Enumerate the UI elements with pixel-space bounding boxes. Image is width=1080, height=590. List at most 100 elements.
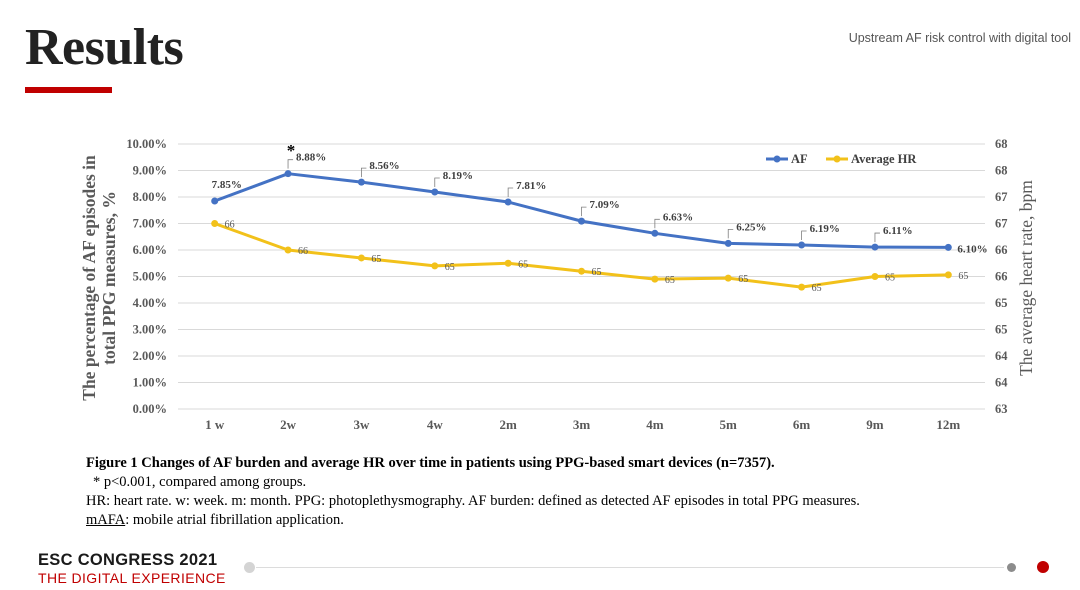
- abbreviations: HR: heart rate. w: week. m: month. PPG: …: [86, 493, 860, 509]
- right-tick-label: 67: [995, 217, 1008, 231]
- left-tick-label: 7.00%: [133, 217, 167, 231]
- hr-data-label: 65: [958, 271, 968, 282]
- left-axis-title-line2: total PPG measures, %: [99, 191, 119, 365]
- right-tick-label: 66: [995, 270, 1008, 284]
- af-label-leader: [434, 177, 440, 187]
- mafa-definition: mAFA: mobile atrial fibrillation applica…: [86, 511, 1046, 530]
- left-tick-label: 9.00%: [133, 164, 167, 178]
- significance-note: * p<0.001, compared among groups.: [93, 474, 307, 490]
- x-tick-label: 2m: [499, 417, 517, 432]
- x-tick-label: 4m: [646, 417, 664, 432]
- af-data-point: [724, 239, 732, 247]
- af-data-label: 8.19%: [443, 170, 473, 182]
- af-data-point: [431, 188, 439, 196]
- x-tick-label: 4w: [427, 417, 444, 432]
- right-tick-label: 66: [995, 243, 1008, 257]
- right-tick-label: 63: [995, 402, 1008, 416]
- hr-data-label: 65: [445, 262, 455, 273]
- hr-data-point: [798, 283, 806, 291]
- hr-data-point: [284, 246, 292, 254]
- af-data-label: 8.88%: [296, 152, 326, 164]
- right-tick-label: 64: [995, 376, 1008, 390]
- left-axis-title-line1: The percentage of AF episodes in: [79, 155, 99, 401]
- progress-dot-start: [244, 562, 255, 573]
- title-underline: [25, 87, 112, 93]
- left-tick-label: 4.00%: [133, 296, 167, 310]
- left-tick-label: 3.00%: [133, 323, 167, 337]
- af-data-point: [578, 217, 585, 225]
- hr-data-label: 65: [665, 275, 675, 286]
- hr-data-label: 66: [298, 246, 308, 257]
- left-tick-label: 1.00%: [133, 376, 167, 390]
- x-tick-label: 6m: [793, 417, 811, 432]
- af-data-label: 7.81%: [516, 180, 546, 192]
- left-tick-label: 10.00%: [126, 137, 167, 151]
- af-data-label: 6.25%: [736, 221, 766, 233]
- af-data-label: 6.11%: [883, 225, 913, 237]
- left-tick-label: 8.00%: [133, 190, 167, 204]
- hr-data-label: 65: [592, 267, 602, 278]
- hr-data-point: [944, 271, 952, 279]
- hr-data-label: 65: [738, 274, 748, 285]
- congress-logo: ESC CONGRESS 2021 THE DIGITAL EXPERIENCE: [38, 551, 226, 586]
- af-data-point: [944, 243, 952, 251]
- af-data-point: [504, 198, 512, 206]
- hr-data-label: 66: [225, 220, 235, 231]
- af-hr-line-chart: 0.00% 1.00% 2.00% 3.00% 4.00% 5.00% 6.00% 7.00%…: [79, 137, 1036, 432]
- progress-dot-mid: [1007, 563, 1016, 572]
- x-tick-label: 5m: [720, 417, 738, 432]
- progress-dot-current: [1037, 561, 1049, 573]
- af-label-leader: [727, 228, 734, 239]
- header-note: Upstream AF risk control with digital to…: [848, 31, 1071, 45]
- af-data-point: [284, 170, 292, 178]
- mafa-description: : mobile atrial fibrillation application…: [125, 512, 344, 528]
- hr-data-point: [431, 262, 439, 270]
- right-tick-label: 65: [995, 296, 1008, 310]
- left-tick-label: 0.00%: [133, 402, 167, 416]
- af-label-leader: [654, 218, 660, 229]
- af-label-leader: [801, 230, 807, 240]
- hr-data-point: [504, 259, 512, 267]
- af-label-leader: [874, 232, 880, 243]
- right-tick-label: 64: [995, 349, 1008, 363]
- slide-title: Results: [25, 19, 184, 76]
- hr-data-label: 65: [812, 283, 822, 294]
- left-tick-label: 5.00%: [133, 270, 167, 284]
- af-data-label: 8.56%: [369, 160, 399, 172]
- hr-data-label: 65: [518, 259, 528, 270]
- left-tick-label: 6.00%: [133, 243, 167, 257]
- hr-data-point: [651, 275, 659, 283]
- af-label-leader: [507, 187, 514, 198]
- af-label-leader: [287, 159, 294, 169]
- x-tick-label: 1 w: [205, 417, 225, 432]
- af-data-point: [357, 178, 365, 186]
- figure-title: Figure 1 Changes of AF burden and averag…: [86, 455, 775, 471]
- right-tick-label: 68: [995, 164, 1008, 178]
- right-tick-label: 65: [995, 323, 1008, 337]
- mafa-term: mAFA: [86, 512, 126, 528]
- x-tick-label: 9m: [866, 417, 884, 432]
- legend-af-marker: [773, 155, 781, 163]
- hr-data-point: [357, 254, 365, 262]
- x-tick-label: 12m: [936, 417, 960, 432]
- right-axis-title: The average heart rate, bpm: [1016, 180, 1036, 376]
- x-tick-label: 3m: [573, 417, 591, 432]
- legend-hr-label: Average HR: [851, 152, 917, 166]
- legend-af-label: AF: [791, 152, 808, 166]
- left-tick-label: 2.00%: [133, 349, 167, 363]
- hr-data-point: [724, 274, 732, 282]
- af-data-point: [871, 243, 879, 251]
- af-data-point: [651, 229, 659, 237]
- hr-data-label: 65: [371, 254, 381, 265]
- af-data-label: 7.85%: [212, 179, 242, 191]
- hr-data-point: [871, 273, 879, 280]
- af-data-label: 7.09%: [590, 199, 620, 211]
- af-data-label: 6.19%: [810, 223, 840, 235]
- legend-hr-marker: [833, 155, 841, 163]
- right-tick-label: 67: [995, 190, 1008, 204]
- af-data-point: [211, 197, 219, 205]
- brand-line-1: ESC CONGRESS 2021: [38, 551, 218, 569]
- hr-data-label: 65: [885, 273, 895, 284]
- footer-progress-line: [256, 567, 1004, 568]
- hr-data-point: [578, 267, 585, 275]
